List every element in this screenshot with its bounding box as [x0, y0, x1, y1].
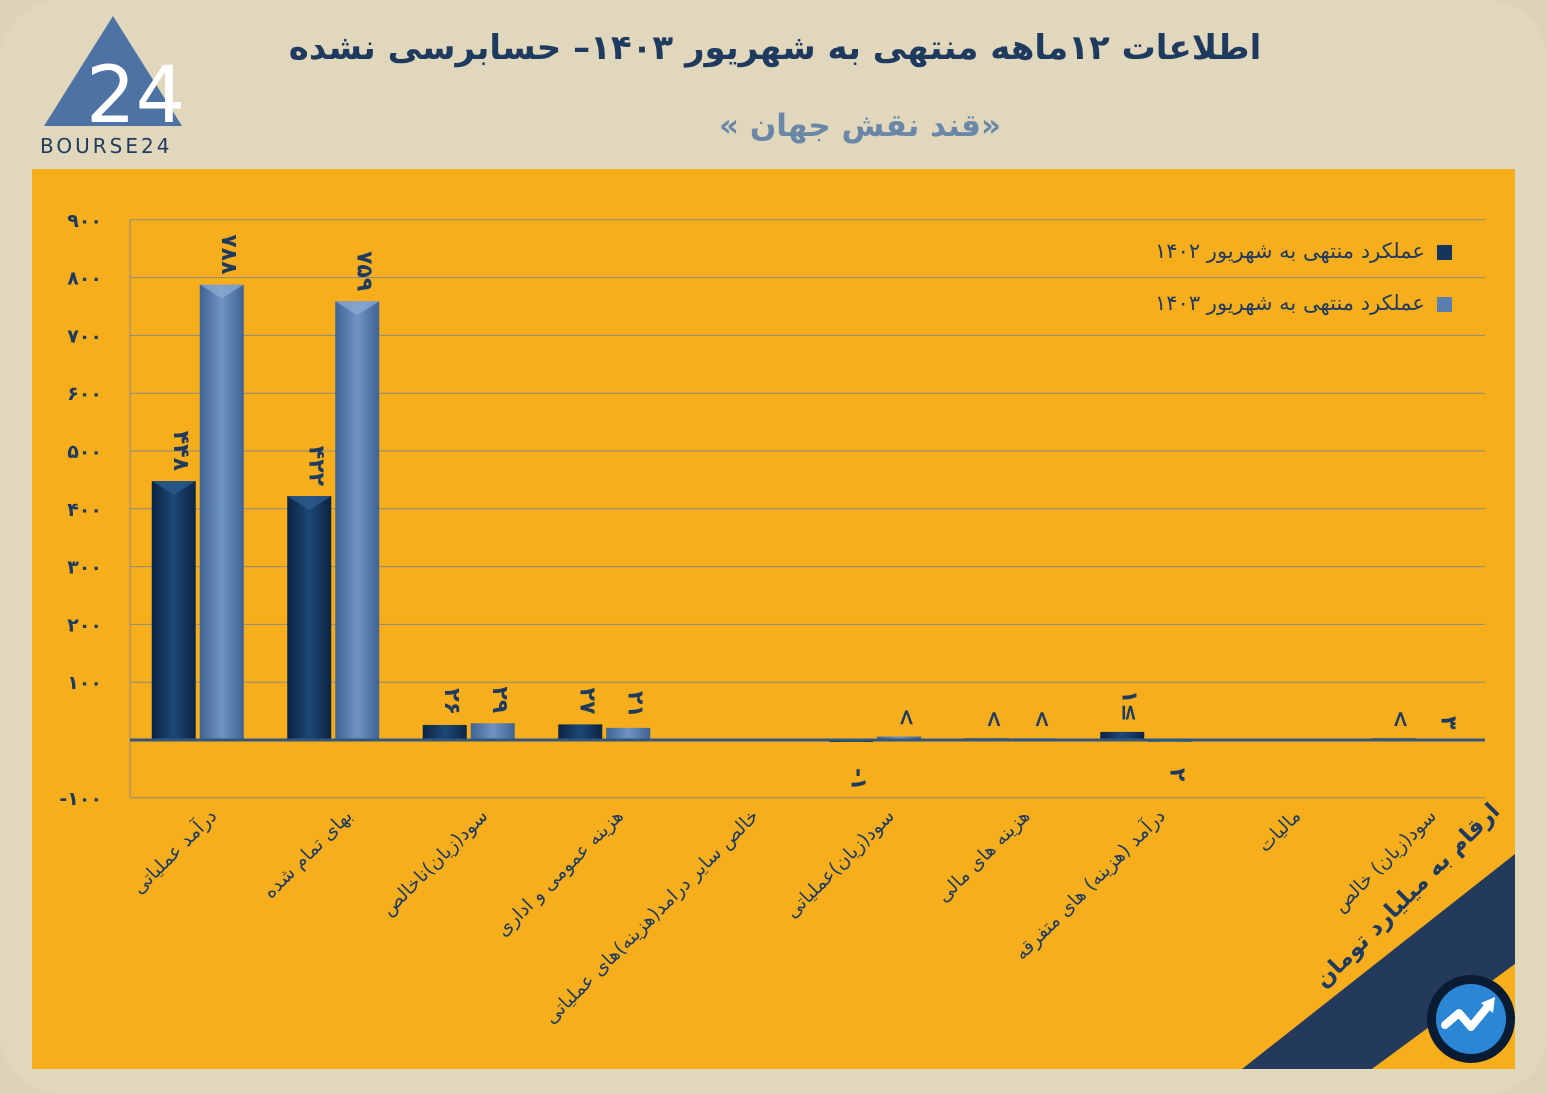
- category-label: درآمد عملیاتی: [126, 804, 221, 899]
- data-label: ۷۵۹: [351, 251, 376, 291]
- data-label: ۲۹: [487, 686, 512, 713]
- y-tick-label: ۱۰۰: [67, 672, 102, 694]
- data-label: ۲: [1164, 768, 1189, 782]
- bar-1402: [287, 496, 332, 740]
- data-label: <: [1387, 710, 1412, 728]
- data-label: <: [893, 708, 918, 726]
- legend-item-1402: عملکرد منتهی به شهریور ۱۴۰۲: [1155, 239, 1452, 267]
- data-label: <: [1029, 710, 1054, 728]
- data-label: <: [981, 710, 1006, 728]
- y-tick-label: ۴۰۰: [67, 499, 102, 521]
- legend-label-1402: عملکرد منتهی به شهریور ۱۴۰۲: [1155, 239, 1425, 263]
- data-label: ۳: [1435, 716, 1460, 730]
- page-subtitle: «قند نقش جهان »: [719, 108, 1001, 144]
- category-label: مالیات: [1254, 805, 1306, 857]
- data-label: ۴۲۲: [303, 446, 328, 487]
- category-label: هزینه های مالی: [932, 805, 1034, 907]
- bar-bevel: [199, 284, 244, 299]
- svg-text:24: 24: [86, 51, 185, 141]
- bar-1402: [558, 724, 603, 740]
- data-label: ۴۴۸: [168, 431, 193, 472]
- bourse24-logo-icon: 24: [44, 16, 185, 141]
- y-tick-label: ۹۰۰: [67, 210, 102, 232]
- bar-1403: [877, 736, 922, 740]
- y-tick-label: ۳۰۰: [67, 557, 102, 579]
- y-tick-label: ۷۰۰: [67, 325, 102, 347]
- data-label: ۱≤: [1116, 690, 1141, 722]
- data-label: ۷۸۸: [216, 234, 241, 275]
- bar-1402: [1100, 731, 1145, 740]
- legend-swatch-1402: [1436, 244, 1452, 260]
- logo-text: BOURSE24: [40, 134, 173, 158]
- bar-bevel: [151, 481, 196, 496]
- bar-1402: [422, 724, 467, 740]
- bar-bevel: [335, 301, 380, 316]
- legend-swatch-1403: [1436, 296, 1452, 312]
- category-label: سود(زیان)عملیاتی: [781, 805, 899, 923]
- legend-label-1403: عملکرد منتهی به شهریور ۱۴۰۳: [1155, 291, 1425, 315]
- category-label: سود(زیان)ناخالص: [377, 805, 492, 920]
- bar-1403: [606, 727, 651, 740]
- data-label: ۲۱: [622, 691, 647, 718]
- legend-item-1403: عملکرد منتهی به شهریور ۱۴۰۳: [1155, 291, 1452, 319]
- bar-bevel: [287, 496, 332, 511]
- trend-arrow-icon: [1427, 975, 1515, 1063]
- corner-ribbon: [1242, 854, 1515, 1069]
- bar-1403: [199, 284, 244, 740]
- y-tick-label: -۱۰۰: [59, 788, 102, 810]
- bar-chart: -۱۰۰ ۱۰۰ ۲۰۰ ۳۰۰ ۴۰۰ ۵۰۰ ۶۰۰ ۷۰۰ ۸۰۰ ۹۰۰ ۴۴۸ ۴۲۲ ۲۶…: [59, 210, 1515, 1069]
- category-label: خالص سایر درامد(هزینه)های عملیاتی: [540, 805, 763, 1028]
- data-label: -۱: [845, 768, 870, 791]
- y-tick-label: ۲۰۰: [67, 614, 102, 636]
- category-label: بهای تمام شده: [259, 805, 357, 903]
- data-label: ۲۶: [439, 688, 464, 715]
- category-label: هزینه عمومی و اداری: [492, 805, 628, 941]
- y-tick-label: ۶۰۰: [67, 383, 102, 405]
- data-label: ۲۷: [574, 688, 599, 715]
- bar-1403: [335, 301, 380, 740]
- page-title: اطلاعات ۱۲ماهه منتهی به شهریور ۱۴۰۳– حسا…: [288, 28, 1262, 68]
- legend: عملکرد منتهی به شهریور ۱۴۰۲ عملکرد منتهی…: [1155, 239, 1452, 343]
- category-label: درآمد (هزینه) های متفرقه: [1009, 804, 1170, 965]
- y-tick-label: ۸۰۰: [67, 268, 102, 290]
- bar-1402: [151, 481, 196, 740]
- y-tick-label: ۵۰۰: [67, 441, 102, 463]
- bar-1403: [470, 723, 515, 740]
- chart-panel: -۱۰۰ ۱۰۰ ۲۰۰ ۳۰۰ ۴۰۰ ۵۰۰ ۶۰۰ ۷۰۰ ۸۰۰ ۹۰۰ ۴۴۸ ۴۲۲ ۲۶…: [32, 169, 1515, 1069]
